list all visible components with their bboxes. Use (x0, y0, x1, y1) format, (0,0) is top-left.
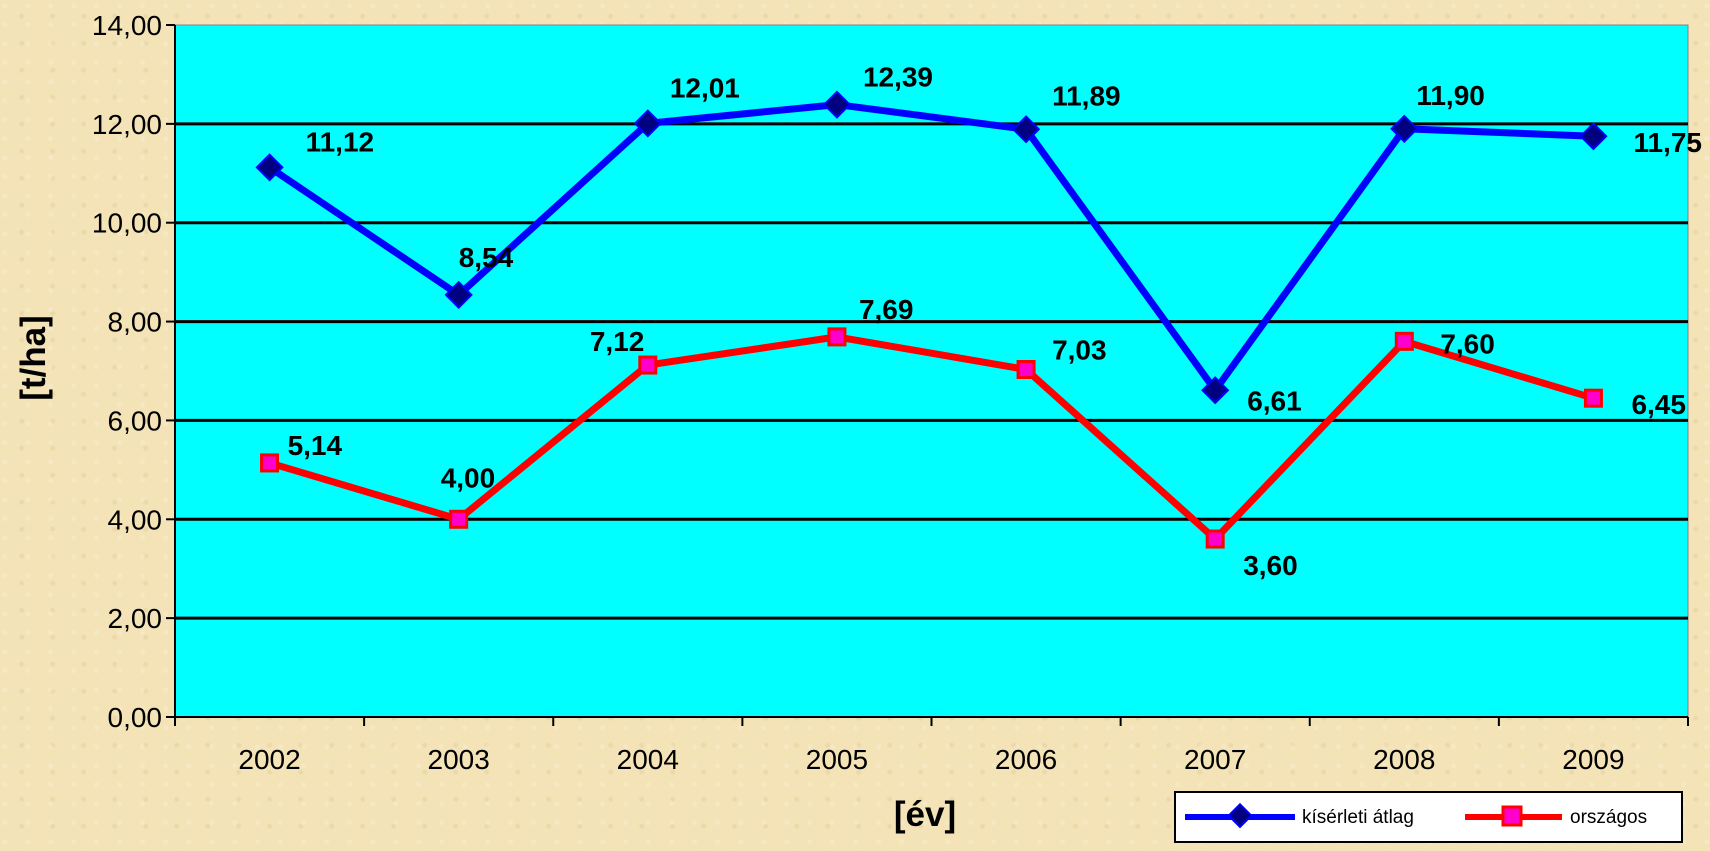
data-point (827, 327, 847, 347)
data-label: 11,90 (1416, 80, 1485, 111)
data-label: 6,61 (1247, 385, 1302, 416)
x-tick-label: 2007 (1184, 744, 1246, 775)
data-label: 7,60 (1440, 328, 1495, 359)
data-label: 11,12 (306, 126, 375, 157)
legend: kísérleti átlag országos (1174, 791, 1683, 843)
legend-label-kiserleti: kísérleti átlag (1302, 807, 1414, 828)
data-label: 11,75 (1633, 127, 1702, 158)
x-tick-label: 2003 (428, 744, 490, 775)
data-point (449, 509, 469, 529)
data-label: 4,00 (441, 462, 496, 493)
x-axis-title: [év] (894, 795, 956, 834)
y-tick-label: 10,00 (92, 208, 162, 239)
data-point (1394, 331, 1414, 351)
y-tick-label: 14,00 (92, 10, 162, 41)
y-tick-label: 12,00 (92, 109, 162, 140)
data-label: 5,14 (288, 430, 343, 461)
data-point (1579, 122, 1608, 151)
y-axis-title: [t/ha] (14, 315, 53, 401)
data-point (1583, 388, 1603, 408)
data-point (444, 280, 473, 310)
data-label: 7,03 (1052, 335, 1107, 366)
legend-square-icon (1501, 805, 1523, 827)
data-labels: 11,12 8,54 12,01 12,39 11,89 6,61 11,90 11,75 5,… (288, 62, 1702, 581)
axes: 0,00 2,00 4,00 6,00 8,00 10,00 12,00 14,00 2002 2… (92, 10, 1689, 775)
data-point (1201, 376, 1230, 405)
data-point (822, 90, 852, 119)
data-point (1011, 115, 1041, 144)
data-point (1205, 529, 1225, 549)
y-tick-label: 8,00 (108, 307, 163, 338)
y-tick-label: 2,00 (108, 603, 163, 634)
series-line-1 (268, 333, 1595, 543)
data-label: 6,45 (1631, 389, 1686, 420)
data-label: 12,01 (670, 72, 740, 103)
data-point (633, 109, 662, 138)
data-label: 12,39 (863, 62, 933, 93)
data-point (1016, 360, 1036, 380)
y-tick-label: 0,00 (108, 702, 163, 733)
data-point (638, 355, 658, 375)
x-tick-label: 2006 (995, 744, 1057, 775)
x-tick-label: 2002 (238, 744, 300, 775)
x-tick-label: 2009 (1562, 744, 1624, 775)
gridlines (175, 122, 1688, 620)
series (255, 90, 1608, 549)
y-tick-label: 4,00 (108, 504, 163, 535)
data-point (260, 453, 280, 473)
y-tick-label: 6,00 (108, 405, 163, 436)
x-tick-label: 2008 (1373, 744, 1435, 775)
legend-diamond-icon (1227, 802, 1253, 829)
plot-area (174, 24, 1689, 718)
data-label: 7,12 (590, 326, 645, 357)
legend-label-orszagos: országos (1570, 807, 1647, 828)
x-tick-label: 2005 (806, 744, 868, 775)
data-point (1390, 114, 1419, 143)
data-label: 8,54 (459, 242, 514, 273)
data-label: 7,69 (859, 294, 914, 325)
x-tick-label: 2004 (617, 744, 679, 775)
data-label: 3,60 (1243, 550, 1298, 581)
series-line-0 (267, 101, 1594, 394)
data-point (255, 153, 284, 182)
data-label: 11,89 (1052, 80, 1121, 111)
